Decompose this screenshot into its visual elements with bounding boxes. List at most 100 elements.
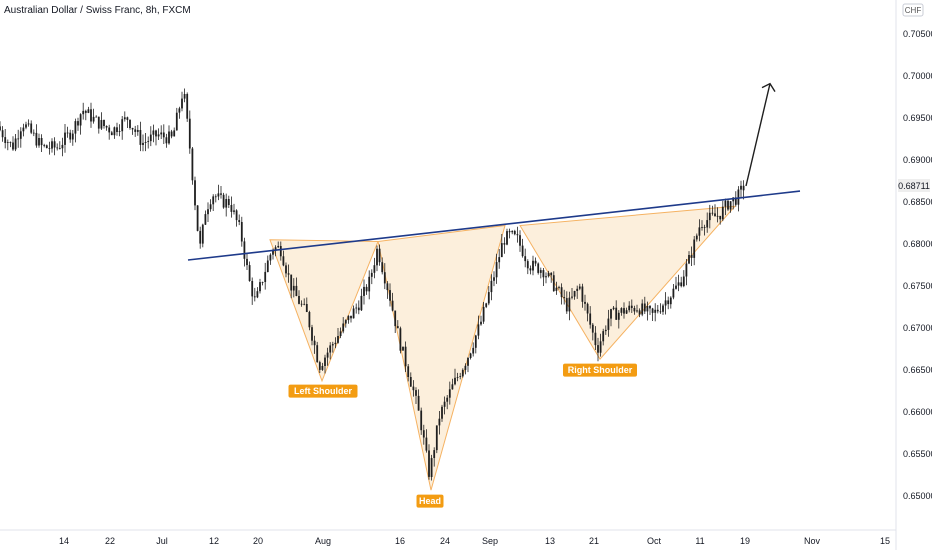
candle-body [264,271,267,282]
candle-body [139,130,142,145]
candle-body [113,127,116,136]
candle-body [534,260,537,264]
candle-body [300,303,303,305]
candle-body [506,231,508,245]
candle-body [326,352,329,358]
candle-body [446,397,449,402]
candle-body [742,185,745,191]
candle-body [498,257,501,263]
candle-body [485,303,488,307]
time-axis[interactable]: 14 22 Jul 12 20 Aug 16 24 Sep 13 21 Oct 11 19 Nov 15 [59,536,890,546]
candle-body [389,290,391,301]
candle-body [734,197,737,205]
candle-body [532,260,534,271]
candle-body [1,130,4,138]
candle-body [261,282,264,283]
candle-body [391,300,394,311]
candle-body [513,231,516,235]
candle-body [537,263,540,273]
candle-body [422,430,425,438]
candle-body [251,281,254,297]
candle-body [129,119,131,128]
candle-body [383,272,386,284]
candle-body [656,309,659,312]
candle-body [188,118,191,149]
candle-body [14,138,17,150]
candle-body [157,134,160,137]
candle-body [503,243,506,245]
candle-body [495,262,498,278]
candle-body [373,265,376,273]
candle-body [630,305,633,308]
currency-badge[interactable] [902,3,924,17]
candle-body [454,377,456,385]
candle-body [170,131,173,137]
candle-body [92,116,95,122]
candle-body [69,132,72,140]
candle-body [355,307,358,309]
candle-body [610,309,612,319]
candle-body [285,265,287,274]
x-tick-label: 12 [209,536,219,546]
candle-body [12,142,14,150]
candle-body [565,298,568,312]
candle-body [225,199,228,208]
candle-body [152,130,155,135]
candle-body [420,410,423,431]
candle-body [131,128,134,130]
pattern-right-shoulder [519,205,737,360]
candle-body [30,123,33,133]
candle-body [594,332,597,346]
candle-body [256,291,259,298]
pattern-head [377,224,506,491]
x-tick-label: 11 [695,536,704,546]
candle-body [162,132,165,138]
candle-body [344,320,347,324]
candle-body [685,263,688,277]
candle-body [441,406,443,419]
candle-layer [0,88,745,481]
candle-body [178,108,181,113]
candle-body [729,201,732,210]
candle-body [667,300,670,305]
candle-body [329,345,332,353]
candle-body [680,282,683,287]
candle-body [464,365,467,370]
candle-body [110,132,113,136]
candle-body [165,137,168,144]
candle-body [448,389,451,398]
candle-body [581,286,584,302]
candle-body [64,132,66,145]
candle-body [547,272,550,277]
candle-body [443,401,446,407]
candle-body [342,323,345,332]
candle-body [149,134,152,142]
candle-body [303,303,306,305]
candle-body [368,276,371,292]
candle-body [643,303,646,312]
candle-body [407,366,410,377]
candle-body [716,215,719,217]
candle-body [246,258,248,266]
candle-body [248,265,251,281]
candle-body [651,308,654,313]
candle-body [298,296,300,304]
candle-body [654,309,657,313]
candle-body [381,262,384,273]
candle-body [555,287,558,291]
candle-body [220,193,222,195]
candle-body [563,297,566,299]
projection-arrow-shaft [745,83,771,187]
candle-body [186,94,189,119]
candle-body [95,116,98,118]
candle-body [490,280,493,293]
candle-body [168,131,170,144]
